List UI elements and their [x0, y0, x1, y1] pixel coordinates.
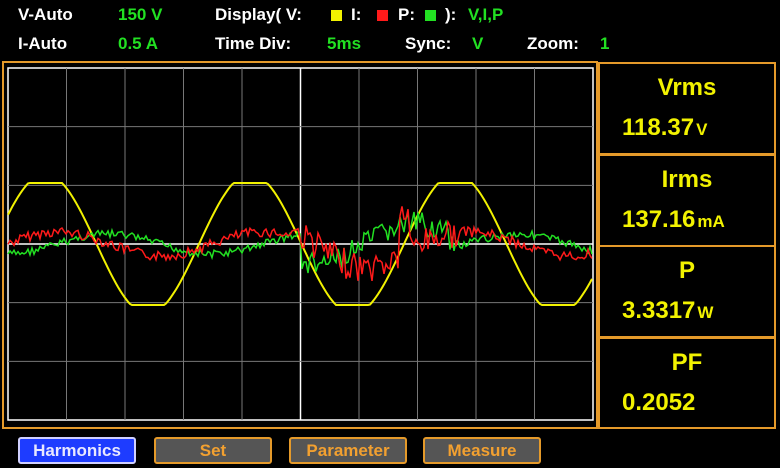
- time-div-label: Time Div:: [215, 34, 292, 53]
- reading-cell: P 3.3317 W: [598, 245, 776, 338]
- display-close: ):: [445, 5, 457, 24]
- reading-label: P: [678, 257, 695, 284]
- v-range-value: 150 V: [118, 5, 163, 24]
- reading-value-line: 118.37 V: [622, 114, 707, 142]
- i-range-label: I-Auto: [18, 34, 68, 53]
- zoom-label: Zoom:: [527, 34, 579, 53]
- reading-cell: Irms 137.16 mA: [598, 153, 776, 247]
- reading-unit: V: [696, 120, 708, 139]
- display-p: P:: [398, 5, 415, 24]
- reading-value: 137.16: [622, 205, 696, 233]
- softkey-button[interactable]: Set: [154, 437, 272, 464]
- reading-value-line: 3.3317 W: [622, 297, 713, 325]
- reading-value: 118.37: [622, 114, 695, 141]
- grid: [8, 68, 593, 420]
- reading-label: Vrms: [657, 74, 717, 101]
- zoom-value: 1: [600, 34, 610, 53]
- i-range-value: 0.5 A: [118, 34, 159, 53]
- display-value: V,I,P: [468, 5, 504, 24]
- scope: [2, 61, 598, 429]
- v-color-swatch: [331, 10, 342, 21]
- display-label: Display( V:: [215, 5, 302, 24]
- scope-frame: [2, 61, 598, 429]
- reading-cell: PF 0.2052: [598, 336, 776, 429]
- reading-label: PF: [671, 348, 703, 376]
- current-trace: [7, 206, 593, 282]
- time-div-value: 5ms: [327, 34, 362, 53]
- reading-value-line: 0.2052: [622, 389, 695, 417]
- sync-label: Sync:: [405, 34, 452, 53]
- softkey-button[interactable]: Parameter: [289, 437, 407, 464]
- reading-unit: mA: [697, 211, 725, 231]
- i-color-swatch: [377, 10, 388, 21]
- reading-value-line: 137.16 mA: [622, 206, 725, 234]
- softkey-button[interactable]: Harmonics: [18, 437, 136, 464]
- reading-value: 0.2052: [622, 388, 696, 416]
- v-range-label: V-Auto: [18, 5, 73, 24]
- display-i: I:: [351, 5, 362, 24]
- reading-label: Irms: [661, 165, 713, 193]
- reading-cell: Vrms 118.37 V: [598, 62, 776, 155]
- reading-value: 3.3317: [622, 297, 696, 324]
- reading-unit: W: [697, 303, 714, 322]
- p-color-swatch: [425, 10, 436, 21]
- sync-value: V: [472, 34, 484, 53]
- softkey-button[interactable]: Measure: [423, 437, 541, 464]
